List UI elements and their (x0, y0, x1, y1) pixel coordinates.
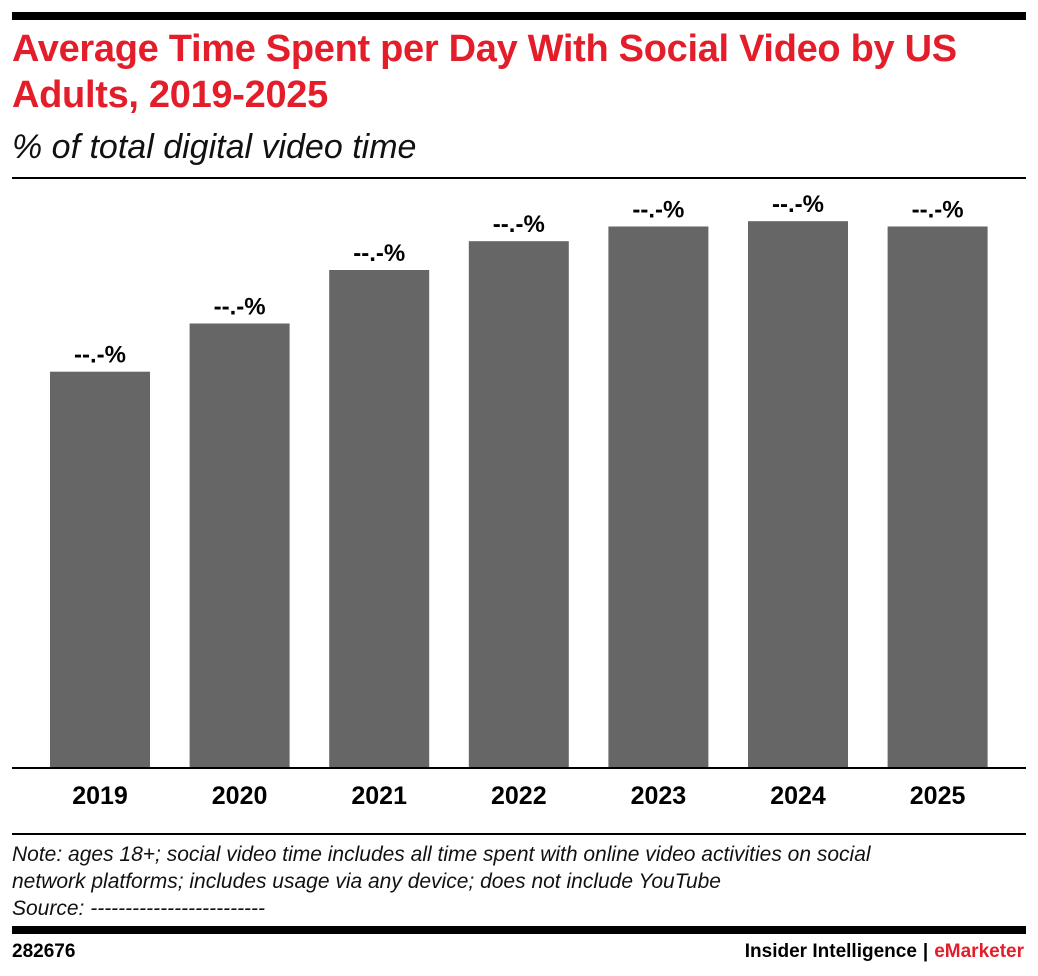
bar-2020 (189, 323, 290, 768)
value-label-2022: --.-% (493, 211, 545, 238)
value-label-2019: --.-% (74, 342, 126, 369)
x-tick-label-2019: 2019 (72, 782, 128, 810)
value-labels-group: --.-% --.-% --.-% --.-% --.-% --.-% --.-% (74, 191, 964, 369)
brand-primary: Insider Intelligence (744, 941, 917, 962)
footnote-note-line-1: Note: ages 18+; social video time includ… (12, 843, 871, 866)
bar-2021 (329, 270, 430, 768)
x-tick-label-2025: 2025 (910, 782, 966, 810)
x-tick-label-2024: 2024 (770, 782, 826, 810)
footnote-source: Source: ------------------------- (12, 897, 266, 920)
value-label-2024: --.-% (772, 191, 824, 218)
bar-2019 (50, 371, 150, 768)
footnote: Note: ages 18+; social video time includ… (12, 841, 1026, 922)
bar-2025 (887, 226, 988, 768)
brand-accent: eMarketer (934, 941, 1024, 962)
x-tick-labels-group: 2019 2020 2021 2022 2023 2024 2025 (72, 782, 965, 810)
bar-2023 (608, 226, 709, 768)
x-tick-label-2022: 2022 (491, 782, 547, 810)
x-tick-label-2020: 2020 (212, 782, 268, 810)
chart-id: 282676 (12, 941, 76, 962)
bars-group (50, 221, 988, 768)
x-tick-label-2021: 2021 (351, 782, 407, 810)
bar-2022 (468, 241, 569, 768)
bar-chart: --.-% --.-% --.-% --.-% --.-% --.-% --.-% 2019… (12, 191, 1026, 810)
brand-lockup: Insider Intelligence | eMarketer (745, 940, 1024, 964)
subtitle-divider (12, 177, 1026, 179)
footnote-note-line-2: network platforms; includes usage via an… (12, 870, 721, 893)
x-tick-label-2023: 2023 (631, 782, 687, 810)
chart-title: Average Time Spent per Day With Social V… (12, 28, 957, 116)
footer-rule (12, 926, 1026, 934)
top-rule (12, 12, 1026, 20)
brand-separator: | (922, 941, 929, 962)
footnote-divider (12, 833, 1026, 835)
value-label-2020: --.-% (214, 294, 266, 321)
value-label-2021: --.-% (353, 240, 405, 267)
value-label-2023: --.-% (632, 197, 684, 224)
value-label-2025: --.-% (912, 197, 964, 224)
chart-subtitle: % of total digital video time (12, 128, 417, 166)
bar-2024 (748, 221, 848, 768)
